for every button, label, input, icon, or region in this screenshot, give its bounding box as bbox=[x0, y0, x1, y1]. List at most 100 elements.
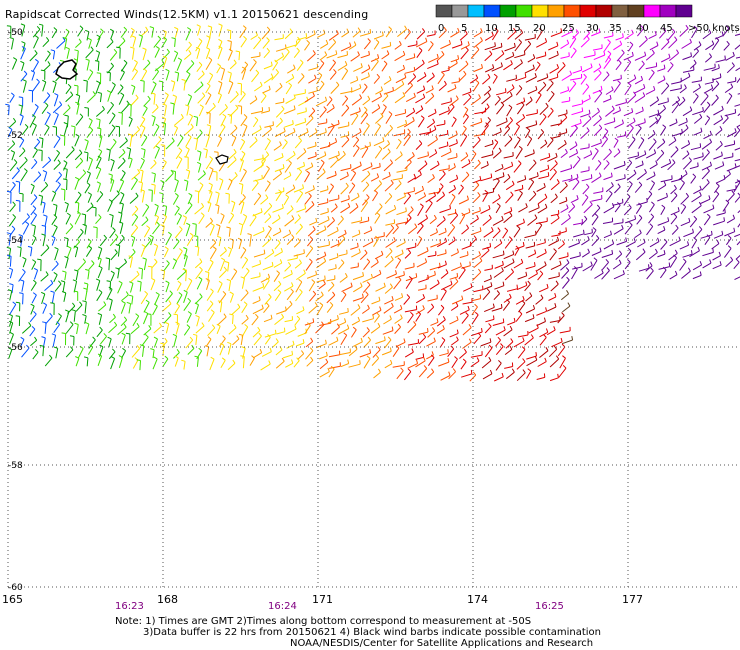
wind-barb-feather bbox=[497, 336, 501, 341]
wind-barb bbox=[294, 92, 306, 96]
wind-barb-feather bbox=[291, 215, 295, 220]
wind-barb-feather bbox=[627, 247, 632, 252]
wind-barb bbox=[617, 135, 626, 138]
wind-barb bbox=[495, 346, 504, 356]
wind-barb bbox=[272, 231, 282, 237]
wind-barb-feather bbox=[461, 295, 464, 300]
wind-barb bbox=[77, 348, 84, 359]
wind-barb bbox=[505, 184, 515, 191]
wind-barb-feather bbox=[489, 338, 492, 343]
wind-barb-feather bbox=[11, 140, 16, 145]
wind-barb-feather bbox=[468, 93, 472, 98]
wind-barb-feather bbox=[705, 92, 709, 97]
wind-barb bbox=[603, 74, 610, 82]
wind-barb-feather bbox=[201, 322, 205, 327]
wind-barb-feather bbox=[218, 45, 223, 49]
wind-barb-feather bbox=[737, 192, 740, 197]
wind-barb-feather bbox=[175, 321, 180, 325]
wind-barb bbox=[373, 76, 380, 84]
wind-barb-feather bbox=[545, 328, 549, 333]
wind-barb bbox=[407, 44, 418, 48]
wind-barb-feather bbox=[418, 235, 423, 240]
wind-barb bbox=[219, 180, 224, 191]
wind-barb bbox=[561, 100, 570, 103]
wind-barb bbox=[480, 164, 489, 169]
wind-barb bbox=[603, 176, 613, 181]
wind-barb bbox=[284, 162, 292, 173]
wind-barb bbox=[41, 138, 44, 148]
wind-barb bbox=[603, 41, 611, 52]
wind-barb-feather bbox=[97, 312, 102, 316]
color-scale-labels: 0 5 10 15 20 25 30 35 40 45 >50 knots bbox=[438, 23, 740, 34]
wind-barb-feather bbox=[633, 74, 637, 79]
wind-barb-feather bbox=[310, 114, 314, 119]
wind-barb-feather bbox=[147, 95, 151, 100]
wind-barb bbox=[108, 150, 111, 161]
wind-barb bbox=[713, 234, 723, 239]
wind-barb-feather bbox=[479, 227, 482, 232]
wind-barb-feather bbox=[231, 200, 236, 204]
wind-barb-feather bbox=[593, 257, 598, 261]
wind-barb bbox=[448, 371, 456, 380]
lat-lon-grid bbox=[7, 30, 738, 590]
wind-barb-feather bbox=[598, 89, 603, 94]
wind-barb-feather bbox=[477, 159, 481, 164]
wind-barb-feather bbox=[109, 28, 114, 32]
wind-barb bbox=[491, 30, 499, 41]
wind-barb-feather bbox=[162, 214, 167, 218]
wind-barb-feather bbox=[346, 136, 350, 140]
wind-barb bbox=[228, 227, 231, 237]
wind-barb bbox=[320, 43, 329, 49]
wind-barb bbox=[261, 110, 270, 114]
wind-barb bbox=[407, 226, 418, 235]
wind-barb-feather bbox=[366, 281, 371, 286]
wind-barb bbox=[337, 54, 348, 59]
wind-barb-feather bbox=[585, 83, 590, 88]
wind-barb bbox=[196, 132, 203, 140]
wind-barb-feather bbox=[26, 213, 30, 218]
wind-barb-feather bbox=[536, 324, 539, 329]
wind-barb bbox=[547, 156, 558, 162]
longitude-label: 177 bbox=[622, 593, 643, 606]
wind-barb bbox=[304, 195, 312, 205]
wind-barb-feather bbox=[736, 126, 740, 131]
wind-barb-feather bbox=[640, 137, 645, 141]
wind-barb-feather bbox=[237, 82, 242, 85]
wind-barb bbox=[52, 50, 56, 60]
wind-barb-feather bbox=[118, 111, 123, 114]
wind-barb-feather bbox=[303, 269, 306, 274]
wind-barb bbox=[263, 305, 270, 314]
wind-barb-feather bbox=[27, 245, 33, 248]
wind-barb bbox=[645, 152, 656, 159]
wind-barb-feather bbox=[467, 41, 470, 46]
wind-barb-feather bbox=[173, 313, 178, 316]
wind-barb bbox=[249, 61, 257, 72]
wind-barb-feather bbox=[141, 148, 146, 151]
wind-barb bbox=[524, 337, 534, 346]
wind-barb bbox=[528, 162, 537, 172]
wind-barb-feather bbox=[15, 315, 20, 317]
wind-barb bbox=[361, 173, 371, 183]
wind-barb bbox=[315, 255, 327, 261]
wind-barb bbox=[360, 202, 369, 213]
wind-barb-feather bbox=[291, 350, 294, 355]
wind-barb bbox=[436, 194, 445, 203]
wind-barb bbox=[117, 268, 120, 279]
wind-barb-feather bbox=[688, 157, 692, 161]
wind-barb bbox=[76, 103, 80, 115]
wind-barb-feather bbox=[421, 59, 425, 64]
wind-barb bbox=[625, 127, 634, 138]
wind-barb bbox=[613, 151, 621, 158]
wind-barb-feather bbox=[227, 40, 232, 42]
wind-barb-feather bbox=[59, 59, 65, 62]
wind-barb bbox=[253, 230, 265, 237]
wind-barb-feather bbox=[268, 360, 271, 365]
wind-barb-feather bbox=[187, 93, 192, 97]
wind-barb bbox=[612, 78, 622, 82]
wind-barb bbox=[560, 152, 568, 158]
wind-barb bbox=[562, 305, 571, 313]
wind-barb bbox=[337, 125, 349, 129]
wind-barb bbox=[427, 112, 437, 118]
wind-barb bbox=[426, 340, 436, 347]
wind-barb bbox=[305, 341, 314, 348]
